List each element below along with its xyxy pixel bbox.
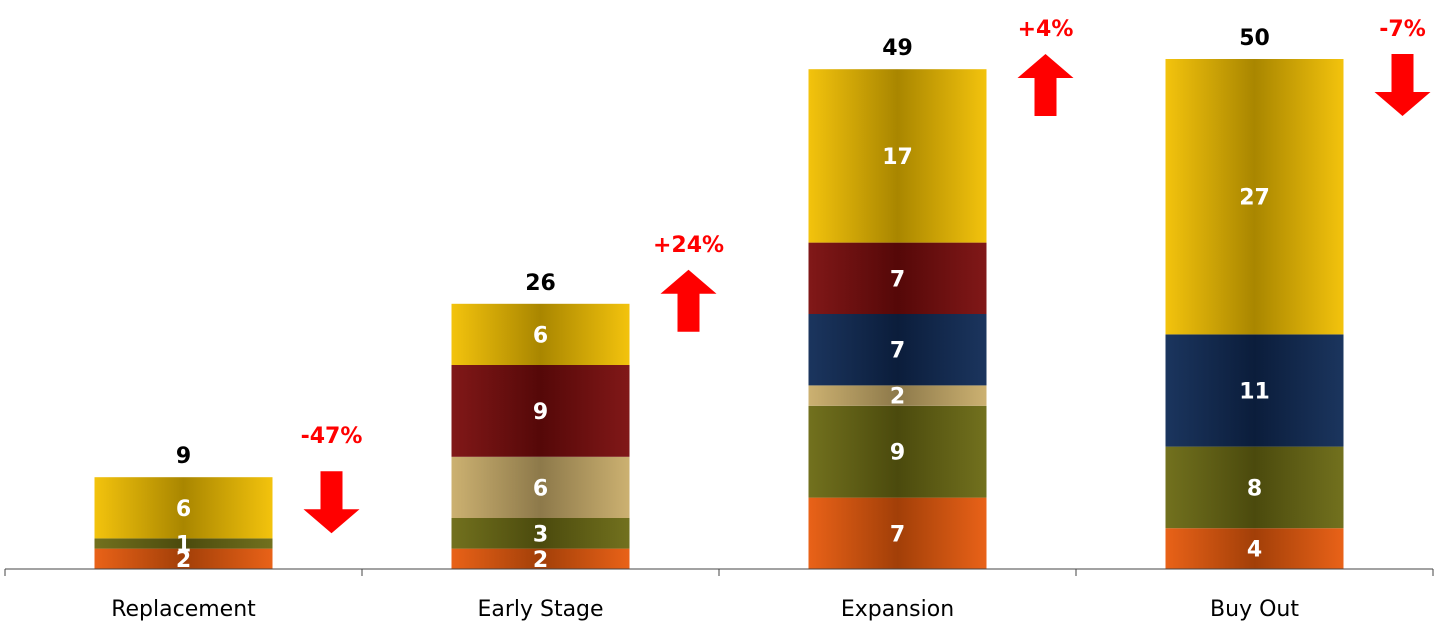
segment-value-label: 6 <box>533 323 548 348</box>
bar-segment <box>808 497 987 569</box>
total-label: 9 <box>176 444 191 469</box>
segment-value-label: 2 <box>890 385 905 410</box>
category-label: Early Stage <box>477 597 603 622</box>
change-label: -7% <box>1379 17 1425 42</box>
total-label: 50 <box>1239 26 1270 51</box>
segment-value-label: 1 <box>176 533 191 558</box>
total-label: 49 <box>882 36 913 61</box>
bar-segment <box>451 518 630 549</box>
bar-segment <box>808 405 987 498</box>
arrow-up-icon <box>660 269 717 332</box>
bar-segment <box>1165 446 1344 529</box>
segment-value-label: 27 <box>1239 186 1270 211</box>
bar-segment <box>451 456 630 518</box>
bar-segment <box>451 303 630 365</box>
category-label: Buy Out <box>1210 597 1299 622</box>
category-label: Replacement <box>111 597 256 622</box>
bar-segment <box>94 548 273 569</box>
segment-value-label: 11 <box>1239 380 1270 405</box>
segment-value-label: 6 <box>533 476 548 501</box>
bar-segment <box>1165 528 1344 569</box>
arrow-up-icon <box>1017 54 1074 116</box>
bar-segment <box>451 548 630 569</box>
bar-segment <box>808 242 987 314</box>
segment-value-label: 9 <box>890 441 905 466</box>
segment-value-label: 3 <box>533 522 548 547</box>
segment-value-label: 17 <box>882 145 913 170</box>
change-label: +4% <box>1018 17 1074 42</box>
bar-segment <box>451 365 630 457</box>
segment-value-label: 2 <box>176 548 191 573</box>
bar-segment <box>808 314 987 386</box>
segment-value-label: 2 <box>533 548 548 573</box>
segment-value-label: 8 <box>1247 476 1262 501</box>
category-label: Expansion <box>841 597 954 622</box>
bars-layer <box>94 59 1344 569</box>
arrow-down-icon <box>303 471 360 534</box>
bar-segment <box>808 385 987 406</box>
bar-segment <box>94 477 273 539</box>
bar-segment <box>94 538 273 549</box>
bar-segment <box>1165 334 1344 447</box>
segment-value-label: 7 <box>890 339 905 364</box>
x-axis <box>4 568 1434 576</box>
segment-value-label: 4 <box>1247 538 1262 563</box>
change-label: -47% <box>301 424 363 449</box>
segment-value-label: 7 <box>890 267 905 292</box>
segment-value-label: 9 <box>533 400 548 425</box>
bar-segment <box>808 69 987 243</box>
segment-value-label: 6 <box>176 497 191 522</box>
segment-value-label: 7 <box>890 522 905 547</box>
total-label: 26 <box>525 271 556 296</box>
arrow-down-icon <box>1374 54 1431 116</box>
bar-segment <box>1165 59 1344 335</box>
change-label: +24% <box>653 233 724 258</box>
